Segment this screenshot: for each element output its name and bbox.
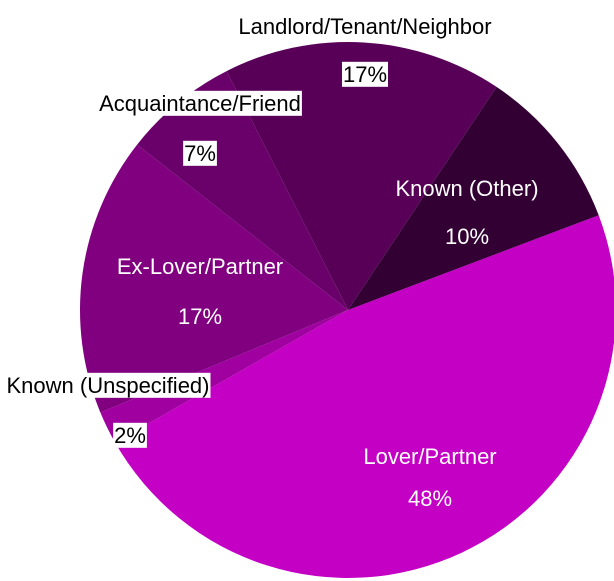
slice-value-label-group: 7% bbox=[183, 140, 217, 166]
label-background bbox=[183, 140, 217, 166]
slice-value-label-group: 17% bbox=[341, 61, 389, 87]
slice-label: Landlord/Tenant/Neighbor bbox=[238, 14, 491, 39]
slice-value-label: 10% bbox=[445, 224, 489, 249]
label-background bbox=[98, 90, 302, 116]
slice-value-label: 17% bbox=[178, 304, 222, 329]
slice-label-group: Lover/Partner bbox=[363, 444, 496, 469]
slice-label-group: Landlord/Tenant/Neighbor bbox=[237, 13, 493, 39]
label-background bbox=[341, 61, 389, 87]
slice-value-label-group: 2% bbox=[113, 422, 147, 448]
slice-value-label: 48% bbox=[408, 486, 452, 511]
pie-slice bbox=[115, 215, 614, 578]
slice-value-label-group: 10% bbox=[445, 224, 489, 249]
slice-label-group: Known (Unspecified) bbox=[5, 372, 211, 398]
label-background bbox=[5, 372, 211, 398]
slice-value-label-group: 48% bbox=[408, 486, 452, 511]
slice-label: Known (Unspecified) bbox=[7, 373, 210, 398]
pie-slice bbox=[80, 144, 348, 413]
slice-label-group: Ex-Lover/Partner bbox=[117, 254, 283, 279]
label-background bbox=[113, 422, 147, 448]
slice-value-label: 17% bbox=[343, 62, 387, 87]
slice-value-label: 2% bbox=[114, 423, 146, 448]
slice-value-label: 7% bbox=[184, 141, 216, 166]
slice-label: Lover/Partner bbox=[363, 444, 496, 469]
slice-label: Known (Other) bbox=[395, 176, 538, 201]
slice-value-label-group: 17% bbox=[178, 304, 222, 329]
pie-slice bbox=[348, 86, 599, 310]
label-background bbox=[237, 13, 493, 39]
pie-slice bbox=[100, 310, 348, 443]
pie-slice bbox=[137, 71, 348, 310]
slice-label-group: Acquaintance/Friend bbox=[98, 90, 302, 116]
slice-label: Acquaintance/Friend bbox=[99, 91, 301, 116]
slice-label: Ex-Lover/Partner bbox=[117, 254, 283, 279]
slice-label-group: Known (Other) bbox=[395, 176, 538, 201]
